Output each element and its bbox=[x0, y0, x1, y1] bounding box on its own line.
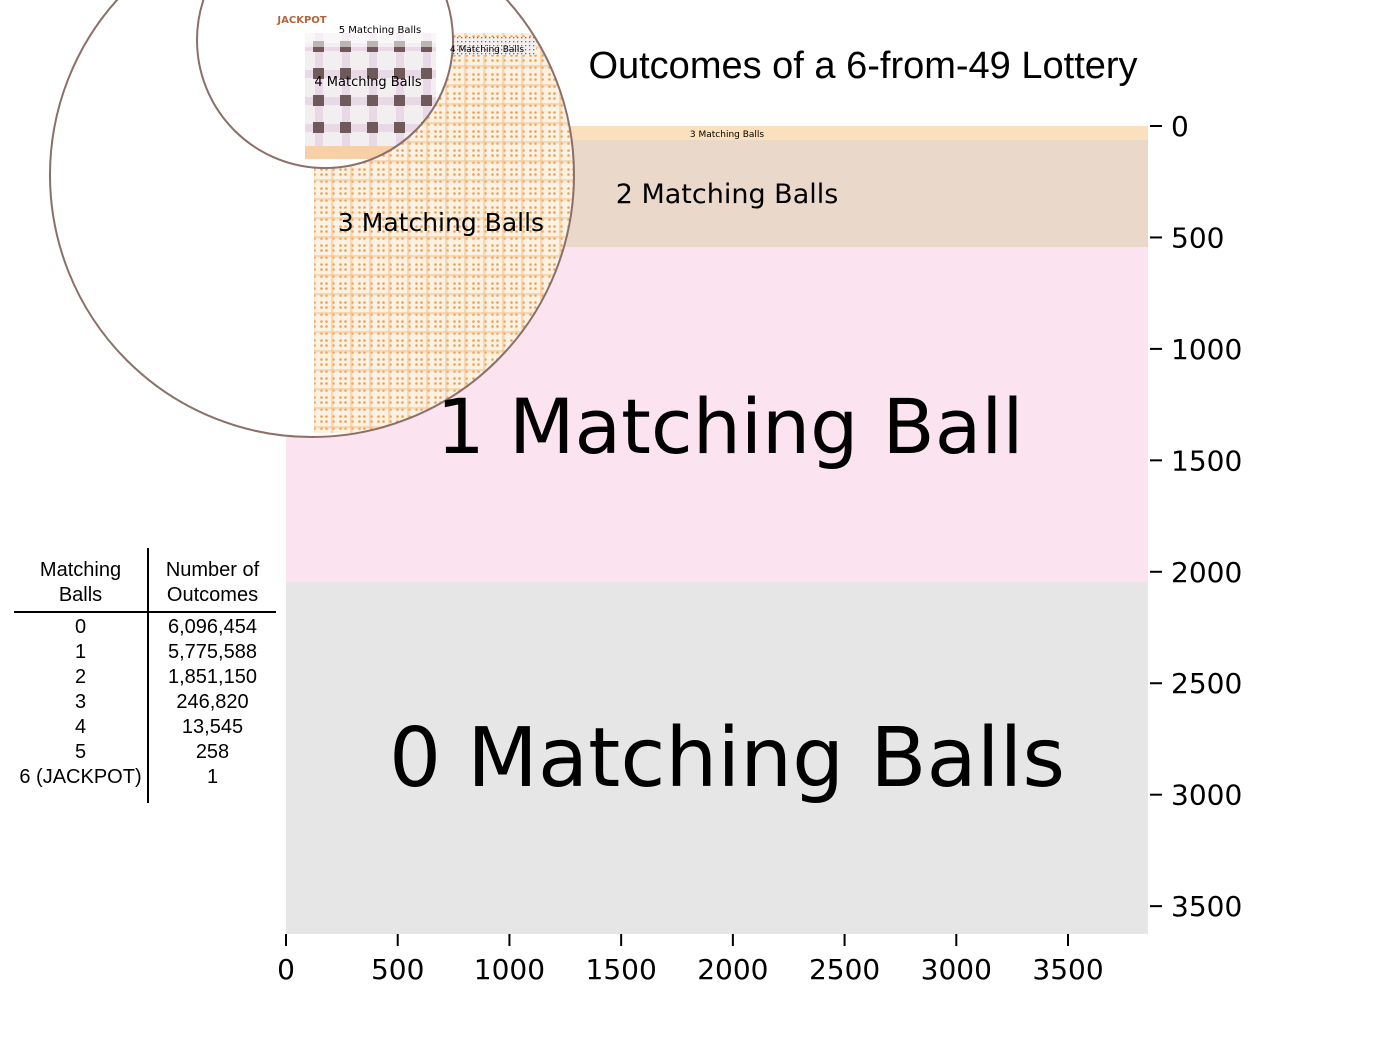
table-vertical-divider bbox=[147, 548, 149, 803]
x-tick-label: 1000 bbox=[474, 953, 545, 986]
table-header-col2-line2: Outcomes bbox=[166, 584, 259, 606]
label-3-matching-balls-strip: 3 Matching Balls bbox=[690, 130, 765, 140]
table-horizontal-divider bbox=[14, 611, 276, 613]
y-tick-label: 500 bbox=[1171, 221, 1224, 254]
y-tick-label: 1500 bbox=[1171, 444, 1242, 477]
table-cell-outcomes: 13,545 bbox=[181, 716, 244, 738]
outcomes-table: Matching Balls Number of Outcomes 0 1 2 3 4 5… bbox=[14, 548, 276, 803]
x-tick-label: 1500 bbox=[586, 953, 657, 986]
table-cell-matching: 5 bbox=[74, 741, 87, 763]
y-tick-label: 1000 bbox=[1171, 333, 1242, 366]
x-tick-label: 500 bbox=[371, 953, 424, 986]
table-cell-matching: 4 bbox=[74, 716, 87, 738]
x-tick-label: 3500 bbox=[1032, 953, 1103, 986]
table-column-matching: 0 1 2 3 4 5 6 (JACKPOT) bbox=[14, 615, 147, 790]
table-header-col2: Number of Outcomes bbox=[149, 558, 276, 608]
label-jackpot: JACKPOT bbox=[276, 15, 326, 26]
table-cell-matching: 6 (JACKPOT) bbox=[19, 766, 142, 788]
region-labels: 0 Matching Balls 1 Matching Ball 2 Matchin… bbox=[276, 15, 1065, 806]
table-header-col1: Matching Balls bbox=[14, 558, 147, 608]
y-tick-label: 2500 bbox=[1171, 667, 1242, 700]
label-3-matching-balls-zoom: 3 Matching Balls bbox=[338, 208, 544, 237]
table-cell-matching: 3 bbox=[74, 691, 87, 713]
y-tick-label: 3500 bbox=[1171, 890, 1242, 923]
label-5-matching-balls: 5 Matching Balls bbox=[339, 25, 421, 36]
axes: 0 500 1000 1500 2000 2500 3000 3500 0 500 1000 1500… bbox=[277, 110, 1242, 986]
x-tick-label: 0 bbox=[277, 953, 295, 986]
table-cell-matching: 2 bbox=[74, 666, 87, 688]
table-cell-outcomes: 1,851,150 bbox=[168, 666, 257, 688]
table-header-col1-line2: Balls bbox=[58, 584, 103, 606]
table-cell-matching: 0 bbox=[74, 616, 87, 638]
table-cell-matching: 1 bbox=[74, 641, 87, 663]
x-tick-label: 2500 bbox=[809, 953, 880, 986]
label-0-matching-balls: 0 Matching Balls bbox=[389, 711, 1065, 806]
table-column-outcomes: 6,096,454 5,775,588 1,851,150 246,820 13,545… bbox=[149, 615, 276, 790]
table-header-col1-line1: Matching bbox=[39, 559, 122, 581]
table-cell-outcomes: 5,775,588 bbox=[168, 641, 257, 663]
table-cell-outcomes: 258 bbox=[195, 741, 230, 763]
table-cell-outcomes: 1 bbox=[206, 766, 219, 788]
y-tick-label: 0 bbox=[1171, 110, 1189, 143]
label-1-matching-ball: 1 Matching Ball bbox=[436, 382, 1023, 471]
chart-title: Outcomes of a 6-from-49 Lottery bbox=[588, 45, 1137, 87]
y-tick-label: 3000 bbox=[1171, 779, 1242, 812]
x-tick-label: 3000 bbox=[921, 953, 992, 986]
label-4-matching-balls-small: 4 Matching Balls bbox=[450, 45, 525, 55]
label-2-matching-balls: 2 Matching Balls bbox=[616, 179, 839, 210]
table-cell-outcomes: 6,096,454 bbox=[168, 616, 257, 638]
region-0-matching bbox=[286, 582, 1148, 934]
zoom-circle-large bbox=[49, 0, 575, 438]
x-tick-label: 2000 bbox=[697, 953, 768, 986]
y-tick-label: 2000 bbox=[1171, 556, 1242, 589]
table-header-col2-line1: Number of bbox=[165, 559, 260, 581]
table-cell-outcomes: 246,820 bbox=[176, 691, 249, 713]
label-4-matching-balls-zoom: 4 Matching Balls bbox=[314, 75, 421, 90]
